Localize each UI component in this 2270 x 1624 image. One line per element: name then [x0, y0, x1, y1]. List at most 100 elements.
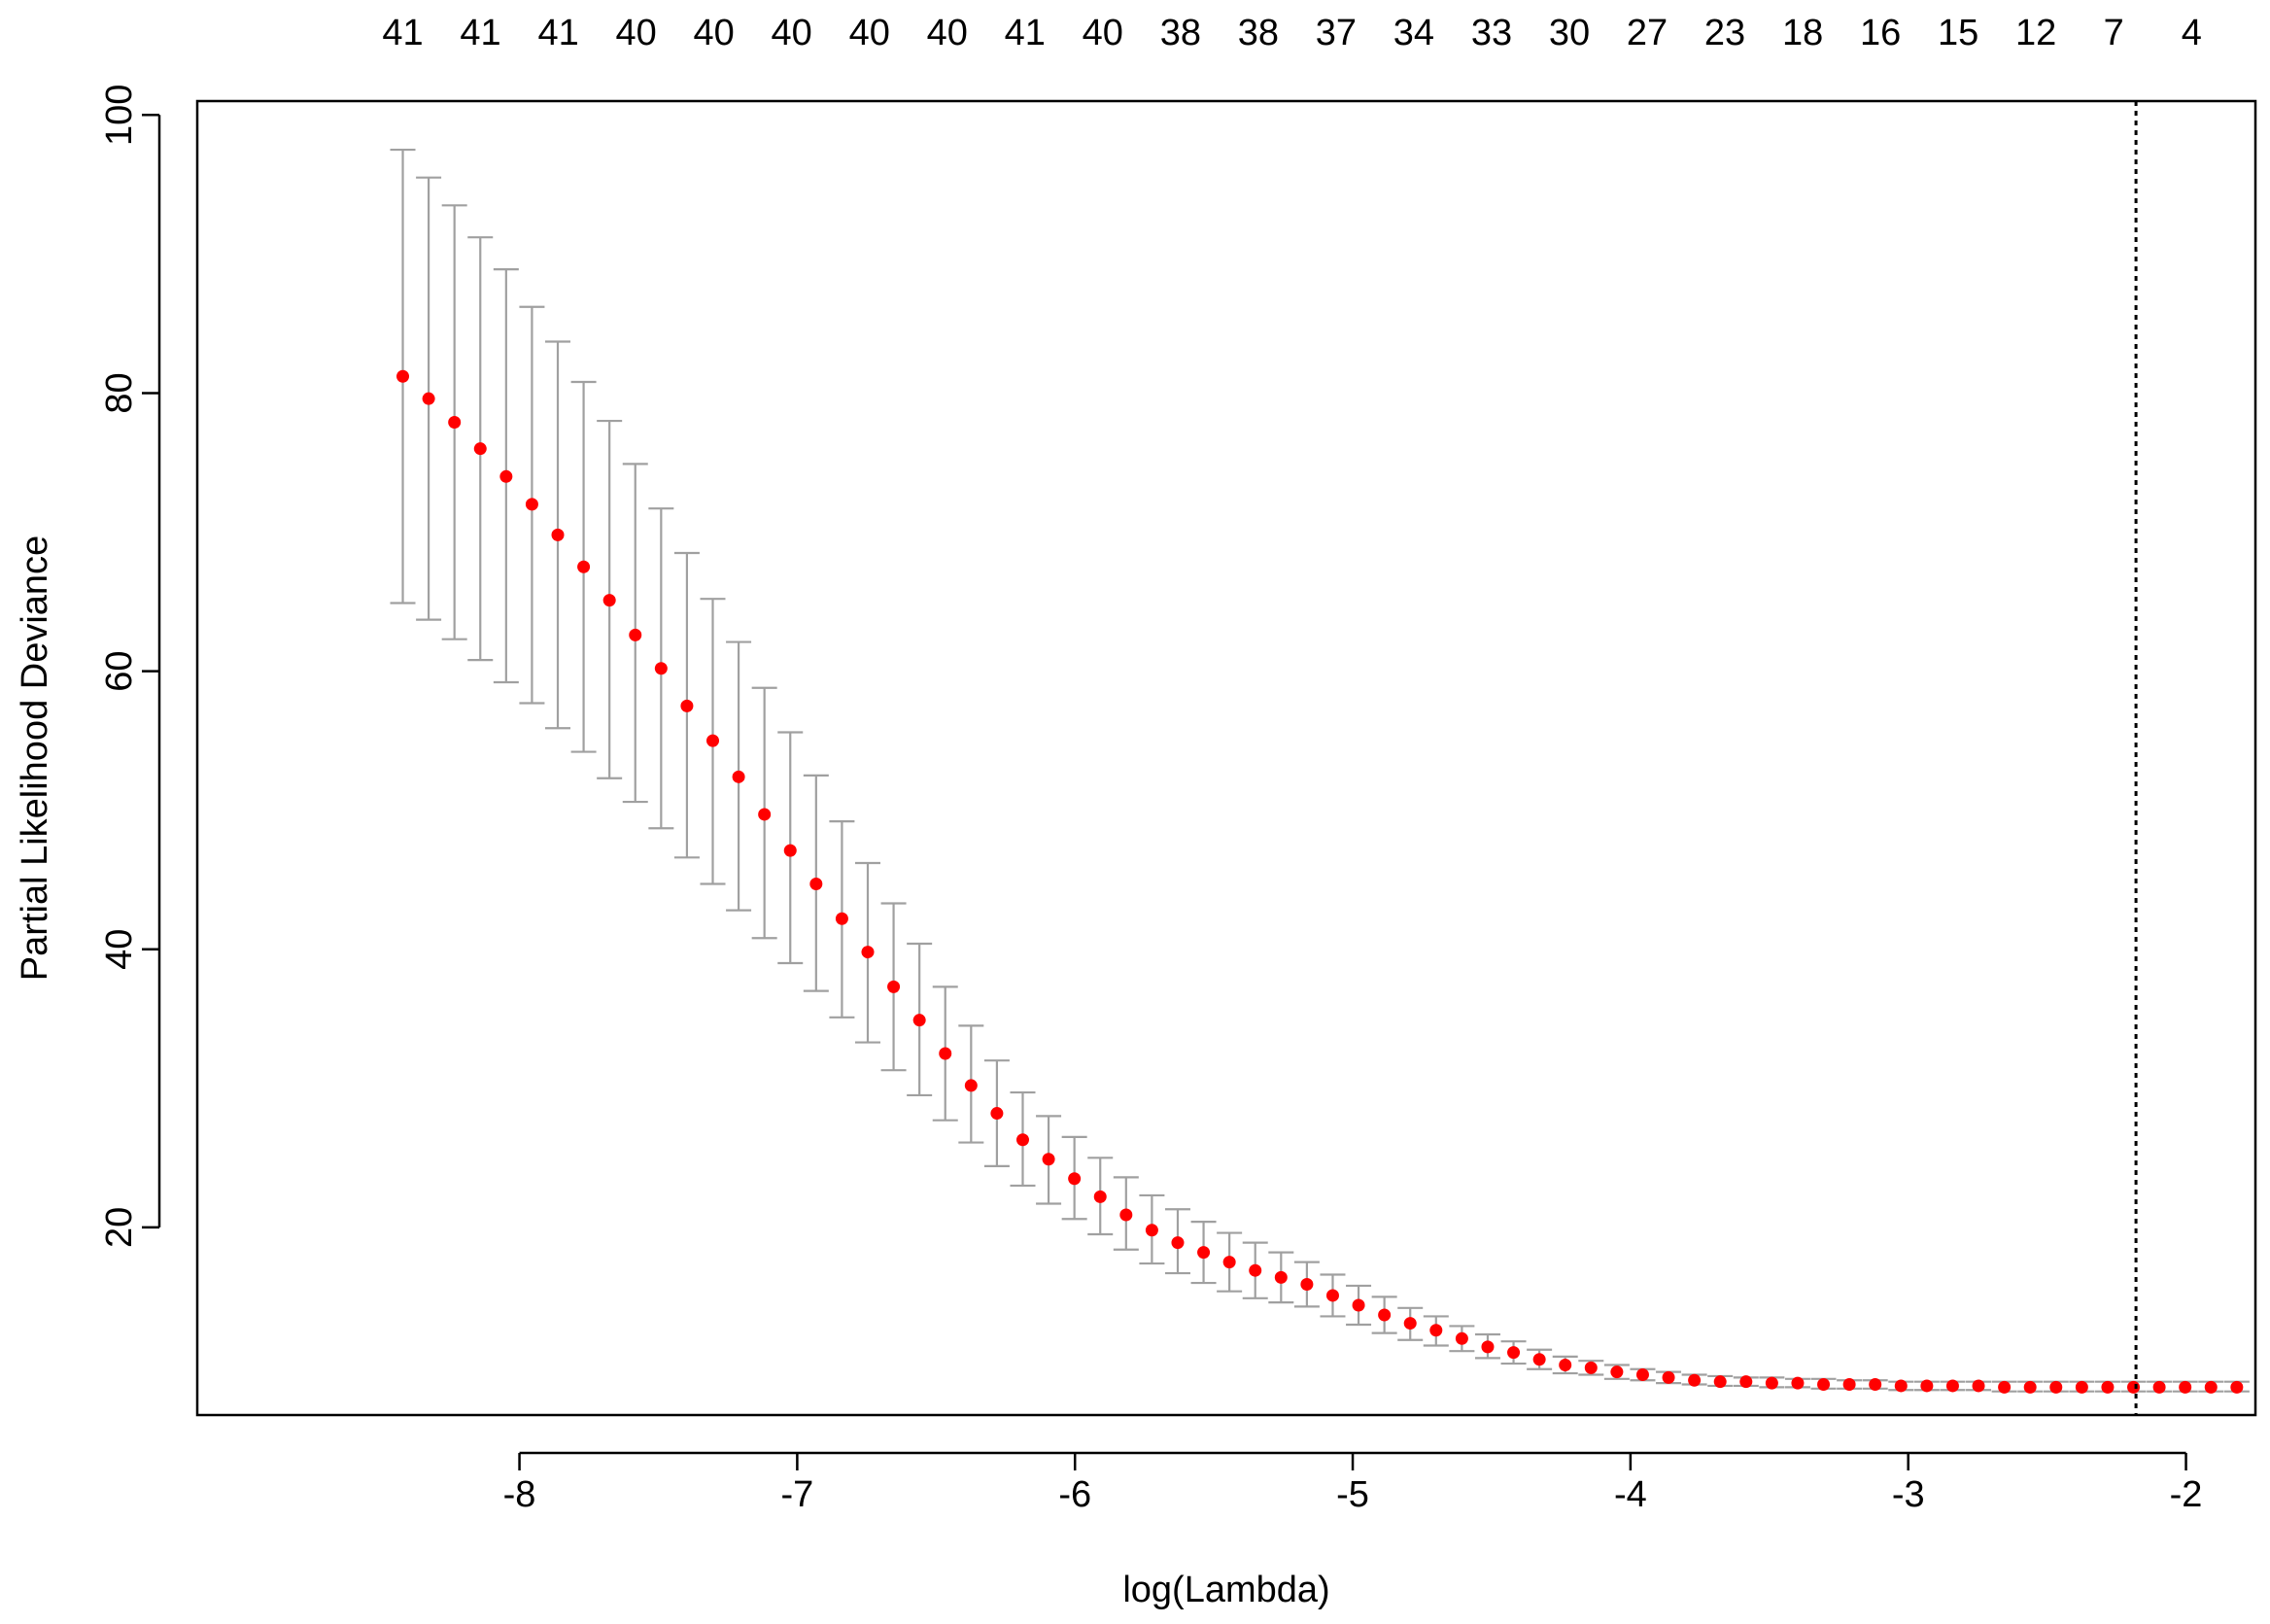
deviance-point [654, 662, 668, 675]
top-axis-label: 40 [849, 13, 890, 53]
deviance-point [473, 442, 487, 456]
top-axis-label: 34 [1393, 13, 1434, 53]
deviance-point [1584, 1361, 1598, 1374]
deviance-point [912, 1014, 926, 1027]
deviance-point [422, 392, 435, 405]
top-axis-label: 41 [537, 13, 578, 53]
deviance-point [809, 877, 823, 890]
x-tick-label: -5 [1336, 1474, 1369, 1515]
deviance-point [1765, 1376, 1778, 1390]
deviance-point [525, 498, 538, 511]
deviance-point [1145, 1224, 1158, 1237]
x-tick-label: -8 [503, 1474, 536, 1515]
deviance-point [1972, 1379, 1985, 1393]
deviance-point [1325, 1289, 1339, 1302]
top-axis-label: 41 [460, 13, 500, 53]
y-tick-label: 60 [99, 650, 140, 691]
deviance-point [1093, 1190, 1107, 1203]
deviance-point [2075, 1380, 2088, 1394]
top-axis-label: 18 [1782, 13, 1823, 53]
deviance-point [1249, 1263, 1262, 1277]
deviance-point [2204, 1380, 2218, 1394]
x-axis-title: log(Lambda) [1122, 1570, 1329, 1610]
deviance-point [1920, 1379, 1934, 1393]
deviance-point [990, 1107, 1004, 1121]
deviance-point [1635, 1368, 1649, 1382]
x-axis-ticks: -8 -7 -6 -5 -4 -3 -2 [503, 1453, 2203, 1515]
top-axis-label: 15 [1938, 13, 1978, 53]
top-axis-label: 16 [1860, 13, 1901, 53]
deviance-point [1197, 1246, 1211, 1260]
deviance-point [1119, 1208, 1133, 1222]
deviance-point [1455, 1331, 1468, 1345]
deviance-point [1998, 1380, 2012, 1394]
y-tick-label: 80 [99, 372, 140, 413]
top-axis-label: 41 [382, 13, 423, 53]
top-axis-nonzero-counts: 41 41 41 40 40 40 40 40 41 40 38 38 37 34 33 30 27 23 18 16… [382, 13, 2201, 53]
deviance-point [1222, 1256, 1236, 1269]
deviance-point [1507, 1346, 1521, 1360]
deviance-point [887, 980, 901, 993]
top-axis-label: 40 [927, 13, 968, 53]
y-axis-ticks: 20 40 60 80 100 [99, 85, 159, 1248]
deviance-point [2101, 1380, 2115, 1394]
deviance-point [1171, 1236, 1185, 1250]
top-axis-label: 30 [1549, 13, 1590, 53]
deviance-point [1300, 1278, 1314, 1292]
top-axis-label: 27 [1627, 13, 1668, 53]
deviance-point [1559, 1358, 1572, 1371]
deviance-point [2179, 1380, 2192, 1394]
deviance-point [551, 528, 565, 541]
deviance-point [1817, 1378, 1831, 1392]
deviance-point [1042, 1153, 1055, 1166]
deviance-point [2049, 1380, 2063, 1394]
top-axis-label: 40 [694, 13, 735, 53]
deviance-point [499, 469, 513, 483]
deviance-point [1713, 1375, 1727, 1389]
top-axis-label: 38 [1238, 13, 1279, 53]
deviance-point [680, 699, 694, 712]
plot-frame [195, 99, 2257, 1417]
deviance-point [577, 560, 591, 573]
deviance-point [1791, 1376, 1805, 1390]
deviance-point [602, 594, 616, 607]
y-tick-label: 40 [99, 929, 140, 970]
deviance-point [448, 415, 462, 429]
deviance-point [1378, 1308, 1392, 1322]
x-tick-label: -3 [1892, 1474, 1925, 1515]
top-axis-label: 12 [2015, 13, 2056, 53]
deviance-point [1274, 1270, 1288, 1284]
deviance-points [396, 369, 2244, 1394]
x-tick-label: -6 [1058, 1474, 1091, 1515]
top-axis-label: 40 [1083, 13, 1123, 53]
deviance-point [2127, 1380, 2141, 1394]
y-tick-label: 100 [99, 85, 140, 146]
deviance-point [1610, 1365, 1624, 1379]
deviance-point [1403, 1317, 1417, 1330]
deviance-point [1894, 1379, 1908, 1393]
deviance-point [1352, 1298, 1365, 1312]
top-axis-label: 40 [772, 13, 812, 53]
x-tick-label: -4 [1614, 1474, 1647, 1515]
top-axis-label: 7 [2104, 13, 2124, 53]
top-axis-label: 41 [1005, 13, 1046, 53]
deviance-point [706, 734, 720, 747]
x-tick-label: -2 [2170, 1474, 2203, 1515]
deviance-point [1429, 1324, 1443, 1337]
deviance-point [1015, 1133, 1029, 1147]
deviance-point [939, 1047, 952, 1060]
deviance-point [835, 912, 848, 925]
y-axis-title: Partial Likelihood Deviance [15, 536, 55, 981]
deviance-point [1739, 1375, 1753, 1389]
top-axis-label: 38 [1160, 13, 1201, 53]
deviance-point [2152, 1380, 2166, 1394]
deviance-point [1662, 1370, 1675, 1384]
deviance-point [1842, 1378, 1856, 1392]
top-axis-label: 23 [1704, 13, 1745, 53]
deviance-point [1869, 1378, 1882, 1392]
top-axis-label: 40 [615, 13, 656, 53]
y-tick-label: 20 [99, 1207, 140, 1248]
deviance-point [2230, 1380, 2244, 1394]
deviance-point [1068, 1172, 1082, 1186]
